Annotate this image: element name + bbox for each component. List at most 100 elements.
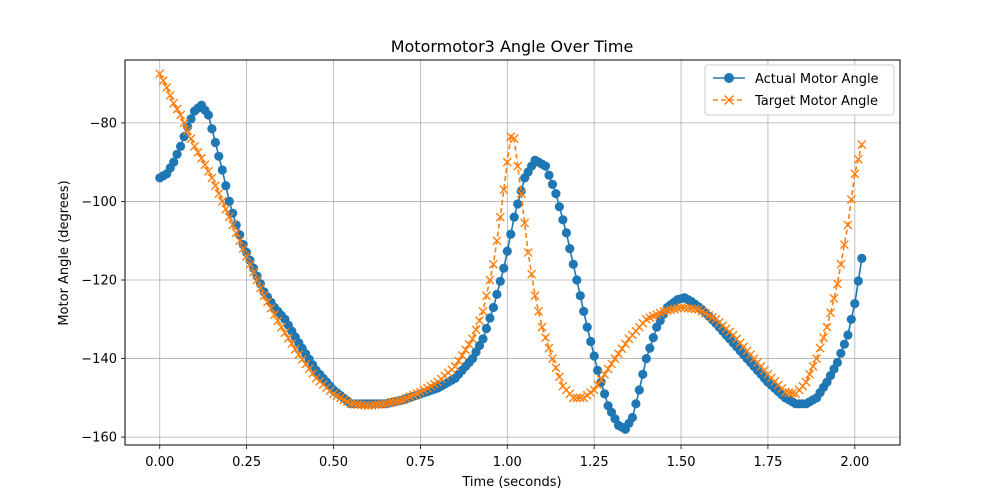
- data-point-target: [805, 369, 815, 379]
- data-point-actual: [172, 149, 182, 159]
- data-point-target: [179, 118, 189, 128]
- data-point-actual: [836, 348, 846, 358]
- data-point-target: [158, 76, 168, 86]
- data-point-target: [541, 333, 551, 343]
- data-point-target: [290, 344, 300, 354]
- data-point-target: [488, 259, 498, 269]
- data-point-target: [836, 259, 846, 269]
- data-point-target: [269, 310, 279, 320]
- data-point-target: [495, 212, 505, 222]
- data-point-actual: [207, 124, 217, 134]
- data-point-target: [669, 304, 679, 314]
- data-point-target: [384, 398, 394, 408]
- data-point-actual: [203, 110, 213, 120]
- data-point-target: [819, 333, 829, 343]
- data-point-target: [297, 354, 307, 364]
- data-point-target: [388, 397, 398, 407]
- data-point-target: [280, 328, 290, 338]
- data-point-target: [662, 306, 672, 316]
- data-point-target: [391, 396, 401, 406]
- data-point-actual: [540, 161, 551, 171]
- data-point-target: [607, 359, 617, 369]
- data-point-target: [471, 325, 481, 335]
- data-point-target: [193, 147, 203, 157]
- y-tick-label: −80: [90, 116, 117, 131]
- data-point-actual: [561, 228, 572, 238]
- data-point-target: [256, 283, 266, 293]
- data-point-actual: [846, 314, 856, 324]
- data-point-target: [301, 359, 311, 369]
- x-tick-label: 0.50: [319, 455, 348, 470]
- data-point-target: [822, 322, 832, 332]
- legend-target-marker: [723, 94, 735, 106]
- data-point-target: [183, 126, 193, 136]
- data-point-target: [196, 153, 206, 163]
- data-point-target: [155, 69, 165, 79]
- data-point-target: [610, 354, 620, 364]
- data-point-target: [395, 396, 405, 406]
- data-point-actual: [589, 351, 599, 361]
- data-point-target: [200, 160, 210, 170]
- legend-actual-label: Actual Motor Angle: [755, 72, 879, 87]
- data-point-actual: [582, 322, 592, 332]
- data-point-target: [360, 400, 370, 410]
- data-point-target: [273, 316, 283, 326]
- data-point-actual: [631, 399, 641, 409]
- data-point-target: [527, 269, 537, 279]
- data-point-actual: [547, 179, 558, 189]
- data-point-target: [245, 259, 255, 269]
- data-point-target: [832, 279, 842, 289]
- data-point-actual: [502, 246, 512, 256]
- data-point-actual: [648, 333, 658, 343]
- data-point-target: [513, 161, 523, 171]
- data-point-actual: [850, 299, 860, 309]
- data-point-target: [203, 166, 213, 176]
- data-point-target: [228, 220, 238, 230]
- data-point-actual: [210, 137, 220, 148]
- data-point-target: [485, 275, 495, 285]
- data-point-actual: [499, 263, 509, 273]
- data-point-target: [603, 364, 613, 374]
- x-tick-label: 0.25: [232, 455, 261, 470]
- data-point-actual: [221, 181, 231, 191]
- data-point-target: [596, 375, 606, 385]
- data-point-actual: [488, 302, 498, 313]
- chart-title: Motormotor3 Angle Over Time: [391, 37, 634, 56]
- data-point-target: [554, 372, 564, 382]
- data-point-target: [450, 361, 460, 371]
- grid-lines: [125, 60, 900, 445]
- data-point-target: [523, 248, 533, 257]
- data-point-target: [308, 369, 318, 378]
- y-tick-label: −120: [81, 274, 117, 289]
- data-point-target: [843, 220, 853, 230]
- data-point-target: [186, 134, 196, 144]
- data-point-target: [294, 350, 304, 360]
- data-point-target: [600, 369, 610, 379]
- data-point-target: [857, 139, 867, 149]
- data-point-target: [659, 306, 669, 316]
- data-point-actual: [586, 336, 596, 347]
- data-point-target: [207, 173, 217, 183]
- data-point-target: [780, 387, 790, 397]
- legend: Actual Motor Angle Target Motor Angle: [704, 64, 895, 116]
- data-point-target: [478, 306, 488, 316]
- data-point-actual: [634, 385, 644, 395]
- data-point-target: [287, 339, 297, 349]
- x-tick-label: 0.00: [145, 455, 174, 470]
- data-point-target: [214, 189, 224, 199]
- data-point-actual: [513, 199, 523, 209]
- data-point-target: [224, 212, 234, 222]
- data-point-target: [381, 399, 391, 409]
- data-point-target: [502, 157, 512, 167]
- data-point-target: [235, 236, 245, 246]
- data-point-actual: [478, 334, 488, 344]
- data-point-target: [259, 291, 269, 301]
- data-point-actual: [481, 323, 491, 334]
- data-point-target: [457, 350, 467, 360]
- data-point-actual: [565, 244, 575, 254]
- data-point-actual: [176, 141, 186, 151]
- data-point-target: [544, 343, 554, 353]
- x-tick-label: 1.75: [753, 455, 782, 470]
- data-point-target: [499, 185, 509, 195]
